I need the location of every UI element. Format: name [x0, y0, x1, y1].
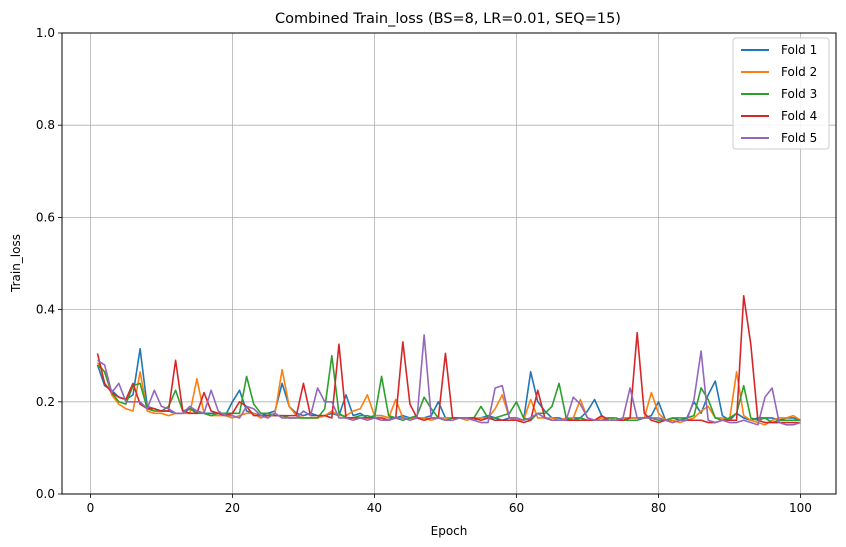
y-axis-ticks: 0.0 0.2 0.4 0.6 0.8 1.0 [36, 26, 62, 501]
legend-label-fold-4: Fold 4 [781, 109, 817, 123]
y-tick-label: 0.2 [36, 395, 55, 409]
legend-label-fold-1: Fold 1 [781, 43, 817, 57]
x-tick-label: 60 [509, 501, 524, 515]
x-axis-ticks: 0 20 40 60 80 100 [87, 494, 812, 515]
x-tick-label: 80 [651, 501, 666, 515]
x-tick-label: 40 [367, 501, 382, 515]
legend-label-fold-5: Fold 5 [781, 131, 817, 145]
legend: Fold 1 Fold 2 Fold 3 Fold 4 Fold 5 [732, 37, 830, 150]
y-axis-label: Train_loss [9, 234, 23, 293]
x-tick-label: 20 [225, 501, 240, 515]
y-tick-label: 1.0 [36, 26, 55, 40]
plot-area-frame [61, 32, 837, 495]
x-tick-label: 0 [87, 501, 95, 515]
y-tick-label: 0.8 [36, 118, 55, 132]
series-lines [96, 294, 801, 426]
y-tick-label: 0.4 [36, 303, 55, 317]
chart-title: Combined Train_loss (BS=8, LR=0.01, SEQ=… [275, 11, 621, 27]
series-line-fold-2 [96, 362, 801, 426]
x-axis-label: Epoch [431, 524, 468, 538]
series-line-fold-5 [97, 334, 801, 426]
series-line-fold-3 [96, 354, 801, 424]
y-tick-label: 0.0 [36, 487, 55, 501]
legend-label-fold-3: Fold 3 [781, 87, 817, 101]
y-tick-label: 0.6 [36, 210, 55, 224]
legend-box [732, 37, 830, 150]
legend-label-fold-2: Fold 2 [781, 65, 817, 79]
x-tick-label: 100 [789, 501, 812, 515]
